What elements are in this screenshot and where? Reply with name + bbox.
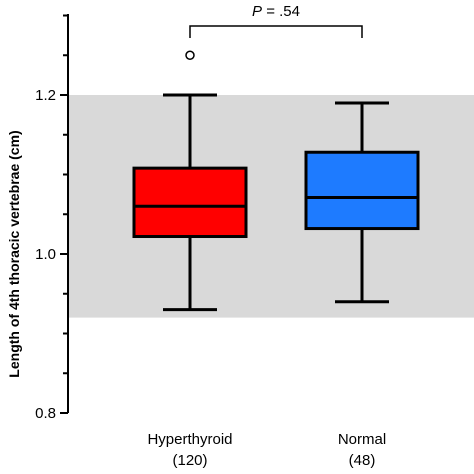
category-label: Hyperthyroid	[147, 431, 232, 448]
p-value: = .54	[262, 3, 300, 20]
significance-label: P = .54	[252, 3, 300, 20]
box-iqr	[304, 150, 420, 231]
y-tick-label: 0.8	[35, 405, 56, 422]
y-tick-label: 1.2	[35, 87, 56, 104]
significance-bracket	[189, 25, 363, 38]
y-tick-label: 1.0	[35, 246, 56, 263]
boxes-layer	[132, 50, 420, 312]
category-count-label: (48)	[349, 452, 376, 469]
p-symbol: P	[252, 3, 262, 20]
y-axis: 0.8 1.0 1.2	[35, 14, 69, 422]
box-hyperthyroid	[132, 50, 248, 312]
significance-annotation: P = .54	[189, 3, 363, 38]
y-axis-title: Length of 4th thoracic vertebrae (cm)	[6, 130, 22, 377]
category-count-label: (120)	[172, 452, 207, 469]
category-label: Normal	[338, 431, 386, 448]
labels-layer: Hyperthyroid (120) Normal (48)	[147, 431, 386, 469]
outlier-point	[185, 50, 195, 60]
box-iqr	[132, 166, 248, 239]
box-normal	[304, 101, 420, 304]
